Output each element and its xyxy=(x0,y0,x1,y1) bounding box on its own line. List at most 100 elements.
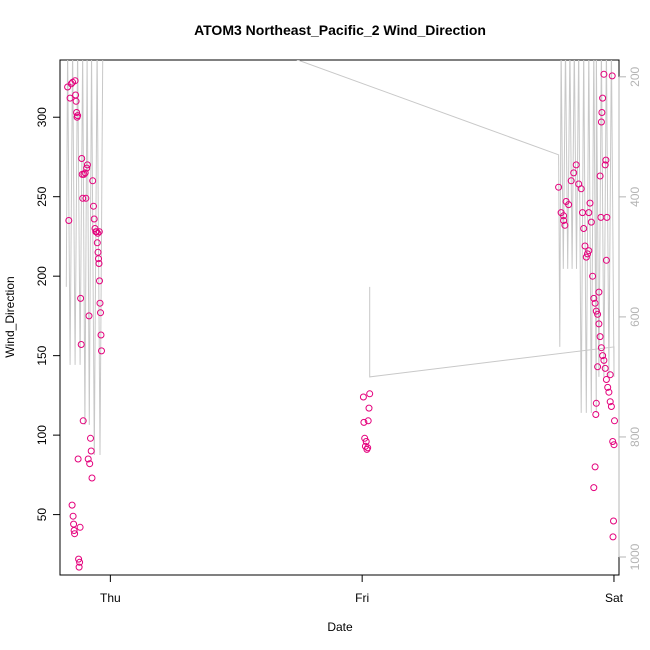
data-point xyxy=(594,363,602,371)
data-point xyxy=(93,239,101,247)
data-point xyxy=(605,388,613,396)
data-point xyxy=(585,209,593,217)
data-point xyxy=(77,341,85,348)
data-point xyxy=(585,247,593,255)
data-point xyxy=(592,307,600,315)
data-point xyxy=(76,523,84,531)
data-point xyxy=(365,404,373,412)
data-point xyxy=(595,320,603,328)
data-point xyxy=(359,393,367,401)
x-tick-label: Thu xyxy=(100,591,121,605)
data-point xyxy=(596,333,604,341)
data-point xyxy=(73,109,81,116)
data-point xyxy=(66,94,74,102)
data-point xyxy=(591,299,599,307)
x-tick-label: Fri xyxy=(355,591,369,605)
data-point xyxy=(595,288,603,296)
data-point xyxy=(76,558,84,566)
data-point xyxy=(602,376,610,383)
y2-tick-label: 200 xyxy=(628,66,642,86)
data-point xyxy=(68,501,76,509)
data-point xyxy=(79,417,87,425)
data-point xyxy=(606,371,614,379)
points-layer xyxy=(64,70,618,571)
data-point xyxy=(80,170,88,178)
data-point xyxy=(75,555,83,563)
data-point xyxy=(586,199,594,207)
data-point xyxy=(87,434,94,442)
y2-tick-label: 400 xyxy=(628,187,642,207)
data-point xyxy=(97,331,105,339)
data-point xyxy=(600,356,608,364)
data-point xyxy=(361,434,369,442)
data-point xyxy=(589,272,597,280)
data-point xyxy=(69,512,77,520)
data-point xyxy=(360,418,368,426)
plot-frame xyxy=(59,59,620,576)
data-point xyxy=(96,277,103,285)
data-point xyxy=(79,194,87,202)
y2-tick-label: 1000 xyxy=(628,543,642,570)
data-point xyxy=(610,517,617,525)
data-point xyxy=(95,260,103,267)
data-point xyxy=(599,352,607,360)
data-point xyxy=(602,256,610,264)
data-point xyxy=(611,417,618,425)
data-point xyxy=(95,255,102,263)
data-point xyxy=(83,161,91,169)
y-axis-right: 200 400 600 800 1000 xyxy=(618,66,642,570)
data-point xyxy=(77,294,85,302)
y-tick-label: 300 xyxy=(35,107,49,127)
data-point xyxy=(599,94,607,102)
data-point xyxy=(87,447,95,455)
data-point xyxy=(75,563,83,571)
data-point xyxy=(89,177,97,185)
data-point xyxy=(592,399,600,407)
y2-tick-label: 800 xyxy=(628,427,642,447)
data-point xyxy=(74,112,82,120)
x-tick-label: Sat xyxy=(605,591,624,605)
data-point xyxy=(609,438,617,445)
data-point xyxy=(592,411,600,418)
data-point xyxy=(581,242,589,250)
y-tick-label: 250 xyxy=(35,186,49,206)
data-point xyxy=(78,155,86,162)
data-point xyxy=(555,183,563,191)
data-point xyxy=(96,299,104,307)
data-point xyxy=(597,344,605,352)
y-axis-label: Wind_Direction xyxy=(3,276,17,357)
data-point xyxy=(364,444,372,452)
y2-tick-label: 600 xyxy=(628,307,642,327)
data-point xyxy=(82,194,90,202)
data-point xyxy=(74,455,82,463)
data-point xyxy=(560,217,568,224)
x-axis: Thu Fri Sat xyxy=(100,574,624,605)
data-point xyxy=(610,441,618,449)
data-point xyxy=(90,215,98,223)
data-point xyxy=(565,201,573,209)
data-point xyxy=(601,364,609,372)
data-point xyxy=(590,484,598,492)
data-point xyxy=(604,383,612,391)
data-point xyxy=(596,172,604,180)
plot-area xyxy=(59,59,620,576)
y-axis-left: 50 100 150 200 250 300 xyxy=(35,107,61,521)
data-point xyxy=(567,177,575,185)
data-point xyxy=(600,70,608,78)
data-point xyxy=(71,530,79,538)
data-point xyxy=(88,474,96,482)
data-point xyxy=(597,118,605,126)
data-point xyxy=(95,228,103,236)
data-point xyxy=(607,403,615,410)
data-point xyxy=(98,347,105,355)
data-point xyxy=(582,253,590,261)
data-point xyxy=(86,460,94,468)
data-point xyxy=(362,438,370,445)
data-point xyxy=(90,202,97,210)
data-point xyxy=(364,417,372,425)
data-point xyxy=(609,533,617,541)
data-point xyxy=(598,109,606,116)
chart-title: ATOM3 Northeast_Pacific_2 Wind_Direction xyxy=(194,22,486,38)
data-point xyxy=(572,161,580,169)
data-point xyxy=(587,218,595,226)
